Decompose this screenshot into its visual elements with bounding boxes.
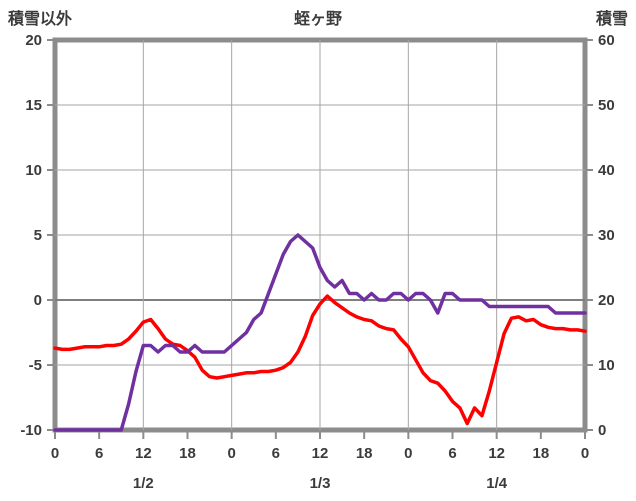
left-tick-label: 0 xyxy=(34,292,42,309)
left-tick-label: 10 xyxy=(25,162,42,179)
snow-depth-line xyxy=(53,233,587,432)
x-tick-label: 0 xyxy=(404,445,412,462)
x-tick-label: 0 xyxy=(51,445,59,462)
x-tick-label: 12 xyxy=(312,445,329,462)
x-tick-label: 18 xyxy=(532,445,549,462)
right-tick-label: 50 xyxy=(598,97,615,114)
date-label: 1/2 xyxy=(133,475,154,492)
left-tick-label: 20 xyxy=(25,32,42,49)
left-tick-label: -10 xyxy=(20,422,42,439)
x-tick-label: 12 xyxy=(135,445,152,462)
date-label: 1/4 xyxy=(486,475,508,492)
left-tick-label: 5 xyxy=(34,227,42,244)
x-tick-label: 18 xyxy=(356,445,373,462)
right-tick-label: 30 xyxy=(598,227,615,244)
x-tick-label: 6 xyxy=(272,445,280,462)
left-tick-label: 15 xyxy=(25,97,42,114)
x-tick-label: 0 xyxy=(227,445,235,462)
right-tick-label: 60 xyxy=(598,32,615,49)
x-tick-label: 0 xyxy=(581,445,589,462)
date-label: 1/3 xyxy=(310,475,331,492)
right-tick-label: 10 xyxy=(598,357,615,374)
right-tick-label: 0 xyxy=(598,422,606,439)
right-tick-label: 40 xyxy=(598,162,615,179)
left-tick-label: -5 xyxy=(29,357,42,374)
left-axis-title: 積雪以外 xyxy=(8,11,73,28)
chart-title: 蛭ヶ野 xyxy=(293,11,342,28)
right-tick-label: 20 xyxy=(598,292,615,309)
x-tick-label: 6 xyxy=(448,445,456,462)
x-tick-label: 6 xyxy=(95,445,103,462)
right-axis-title: 積雪 xyxy=(595,11,628,28)
temperature-line xyxy=(53,294,587,426)
x-tick-label: 12 xyxy=(488,445,505,462)
x-tick-label: 18 xyxy=(179,445,196,462)
